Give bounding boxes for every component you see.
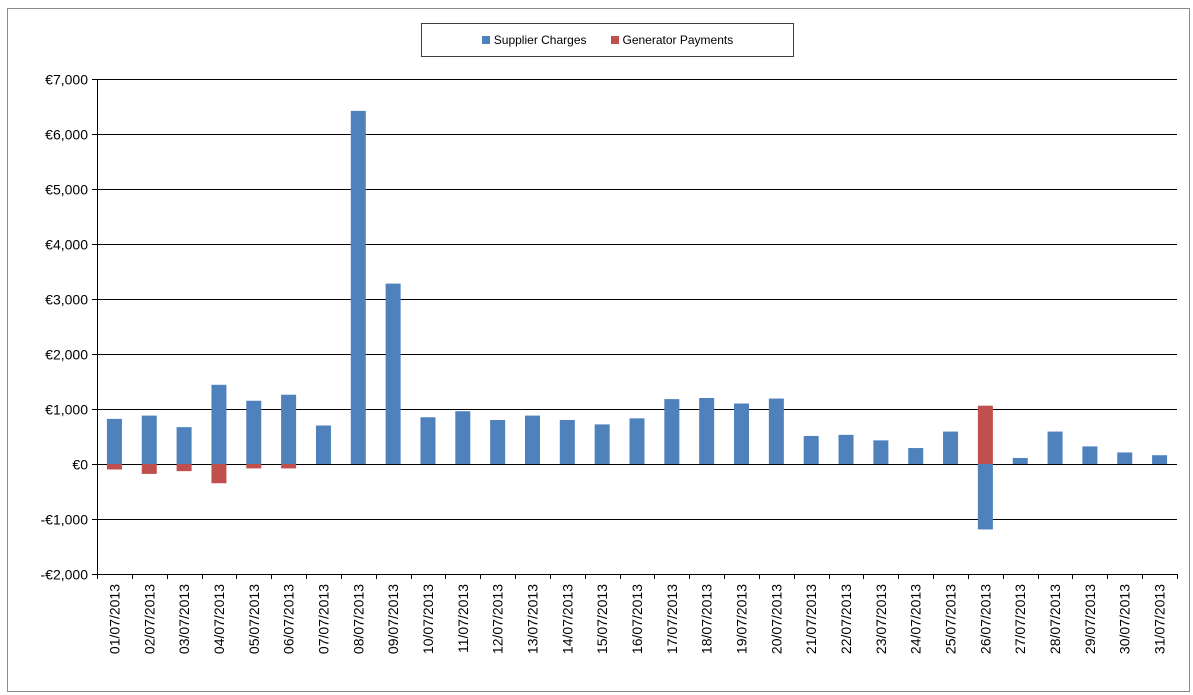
supplier-charges-bar (838, 434, 854, 464)
supplier-charges-bar (1152, 455, 1168, 464)
generator-payments-bar (211, 464, 227, 484)
supplier-charges-bar (908, 448, 924, 464)
generator-payments-bar (977, 405, 993, 464)
supplier-charges-bar (664, 399, 680, 464)
x-tick-label: 05/07/2013 (246, 584, 262, 654)
x-tick-label: 28/07/2013 (1047, 584, 1063, 654)
x-tick-label: 10/07/2013 (420, 584, 436, 654)
legend: Supplier Charges Generator Payments (421, 23, 794, 57)
supplier-charges-bar (281, 394, 297, 464)
x-tick-label: 30/07/2013 (1117, 584, 1133, 654)
x-tick-label: 08/07/2013 (350, 584, 366, 654)
tick-labels: -€2,000 -€1,000 €0 €1,000 €2,000 €3,000 €4,000… (41, 72, 1168, 655)
supplier-charges-bar (455, 411, 471, 464)
x-tick-label: 03/07/2013 (176, 584, 192, 654)
x-tick-label: 23/07/2013 (873, 584, 889, 654)
supplier-charges-bar (977, 464, 993, 530)
x-tick-label: 22/07/2013 (838, 584, 854, 654)
legend-item-supplier-charges: Supplier Charges (481, 33, 587, 47)
x-tick-label: 26/07/2013 (977, 584, 993, 654)
x-tick-label: 04/07/2013 (211, 584, 227, 654)
supplier-charges-bar (803, 435, 819, 464)
supplier-charges-bar (420, 417, 436, 464)
supplier-charges-bar (315, 425, 331, 464)
x-tick-label: 25/07/2013 (943, 584, 959, 654)
supplier-charges-bar (141, 415, 157, 464)
supplier-charges-bar (943, 431, 959, 464)
supplier-charges-bar (106, 418, 122, 464)
supplier-charges-bar (768, 398, 784, 464)
supplier-charges-bar (490, 420, 506, 464)
y-tick-label: €5,000 (45, 182, 88, 198)
x-tick-label: 29/07/2013 (1082, 584, 1098, 654)
legend-swatch-generator (610, 36, 619, 44)
supplier-charges-bar (629, 418, 645, 464)
supplier-charges-bar (873, 440, 889, 464)
axes (92, 79, 1178, 579)
y-tick-label: €1,000 (45, 402, 88, 418)
x-tick-label: 16/07/2013 (629, 584, 645, 654)
y-tick-label: €3,000 (45, 292, 88, 308)
y-tick-label: €7,000 (45, 72, 88, 88)
generator-payments-bar (246, 464, 262, 469)
generator-payments-bar (281, 464, 297, 469)
y-tick-label: -€1,000 (41, 512, 89, 528)
x-tick-label: 06/07/2013 (281, 584, 297, 654)
generator-payments-bar (176, 464, 192, 472)
legend-item-generator-payments: Generator Payments (610, 33, 734, 47)
x-tick-label: 18/07/2013 (699, 584, 715, 654)
x-tick-label: 20/07/2013 (768, 584, 784, 654)
x-tick-label: 19/07/2013 (734, 584, 750, 654)
x-tick-label: 01/07/2013 (106, 584, 122, 654)
generator-payments-bar (141, 464, 157, 474)
x-tick-label: 15/07/2013 (594, 584, 610, 654)
x-tick-label: 14/07/2013 (559, 584, 575, 654)
legend-label-supplier: Supplier Charges (493, 33, 587, 47)
x-tick-label: 27/07/2013 (1012, 584, 1028, 654)
legend-swatch-supplier (481, 36, 490, 44)
x-tick-label: 24/07/2013 (908, 584, 924, 654)
x-tick-label: 13/07/2013 (524, 584, 540, 654)
supplier-charges-bar (699, 398, 715, 464)
y-tick-label: €2,000 (45, 347, 88, 363)
supplier-charges-bar (559, 420, 575, 464)
y-tick-label: €6,000 (45, 127, 88, 143)
supplier-charges-bar (211, 384, 227, 464)
x-tick-label: 11/07/2013 (455, 584, 471, 653)
x-tick-label: 17/07/2013 (664, 584, 680, 654)
x-tick-label: 07/07/2013 (315, 584, 331, 654)
y-tick-label: -€2,000 (41, 567, 89, 583)
supplier-charges-bar (385, 283, 401, 464)
supplier-charges-bar (1082, 446, 1098, 464)
supplier-charges-bar (1117, 452, 1133, 464)
x-tick-label: 21/07/2013 (803, 584, 819, 654)
generator-payments-bar (106, 464, 122, 470)
x-tick-label: 31/07/2013 (1152, 584, 1168, 654)
y-tick-label: €4,000 (45, 237, 88, 253)
supplier-charges-bar (176, 427, 192, 464)
y-tick-label: €0 (72, 457, 88, 473)
x-tick-label: 09/07/2013 (385, 584, 401, 654)
supplier-charges-bar (350, 110, 366, 465)
supplier-charges-bar (594, 424, 610, 464)
supplier-charges-bar (246, 400, 262, 464)
chart-frame (7, 8, 1190, 692)
supplier-charges-bar (1047, 431, 1063, 464)
bars (106, 110, 1168, 530)
legend-label-generator: Generator Payments (622, 33, 734, 47)
supplier-charges-bar (734, 403, 750, 464)
gridlines (97, 79, 1177, 575)
supplier-charges-bar (1012, 457, 1028, 464)
x-tick-label: 12/07/2013 (490, 584, 506, 654)
x-tick-label: 02/07/2013 (141, 584, 157, 654)
supplier-charges-bar (524, 415, 540, 464)
